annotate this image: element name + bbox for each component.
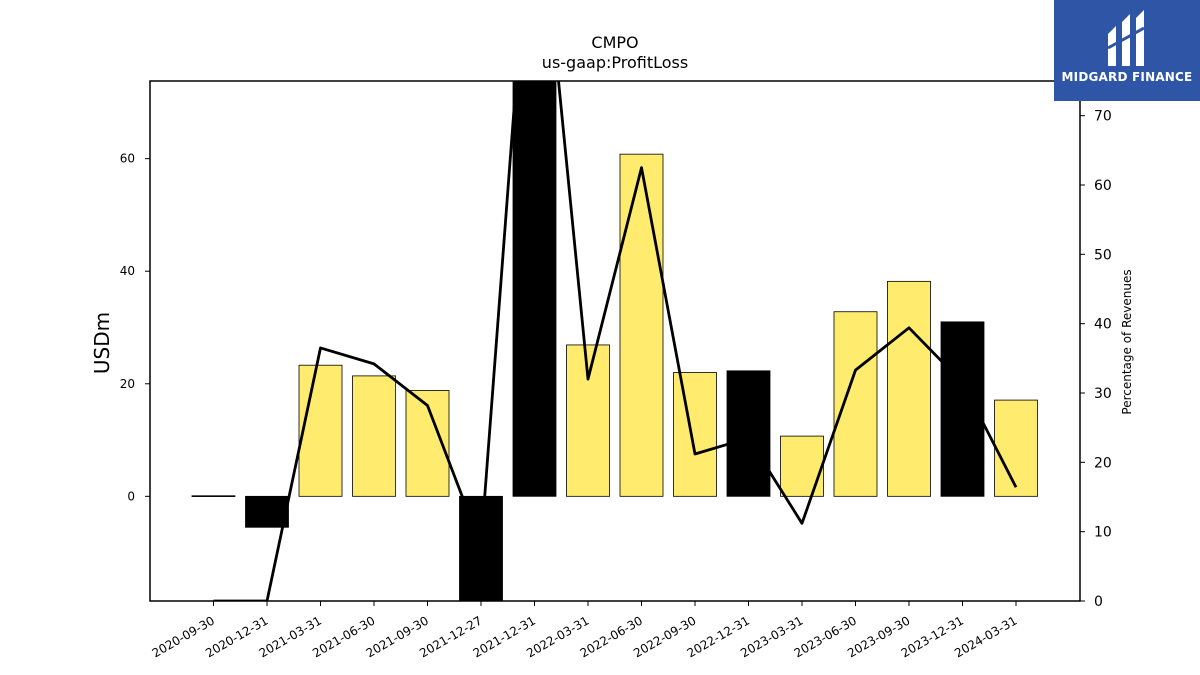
y-axis-label-right: Percentage of Revenues [1120,269,1134,414]
bar-2023-09-30 [887,280,931,497]
bar-2024-03-31 [994,399,1038,497]
chart-subtitle: us-gaap:ProfitLoss [542,53,688,72]
plot-frame [149,80,1081,602]
bars-layer [191,81,1038,601]
bar-2022-09-30 [673,372,717,497]
y-tick-label-left: 60 [120,152,135,166]
line-layer [213,81,1018,601]
y-tick-label-right: 10 [1094,525,1112,541]
bar-2022-12-31 [726,370,771,497]
bar-2021-03-31 [298,364,343,497]
x-axis: 2020-09-302020-12-312021-03-312021-06-30… [150,601,1020,660]
bar-2021-12-27 [459,495,503,601]
bar-2020-12-31 [245,495,289,528]
y-tick-label-right: 70 [1094,109,1112,125]
revenue-percentage-line [213,81,1018,601]
bar-2021-12-31 [512,81,557,497]
logo-icon [1107,10,1145,66]
y-axis-label-left: USDm [90,312,114,374]
y-tick-label-right: 20 [1094,455,1112,471]
y-tick-label-right: 0 [1094,594,1103,610]
logo-text: MIDGARD FINANCE [1061,70,1193,84]
y-axis-right: 0 10 20 30 40 50 60 70 [1080,109,1112,610]
bar-2022-06-30 [619,153,664,497]
y-tick-label-right: 30 [1094,386,1112,402]
y-tick-label-right: 60 [1094,178,1112,194]
y-tick-label-left: 20 [120,377,135,391]
y-tick-label-right: 40 [1094,317,1112,333]
chart-title: CMPO [591,33,638,52]
bar-2021-06-30 [352,375,396,497]
y-axis-left: 0 20 40 60 [120,152,150,503]
bar-2020-09-30 [191,495,236,497]
y-tick-label-left: 40 [120,264,135,278]
bar-2023-03-31 [780,435,824,497]
midgard-finance-logo: MIDGARD FINANCE [1054,0,1200,101]
y-tick-label-left: 0 [127,489,135,503]
bar-2023-06-30 [833,311,878,497]
y-tick-label-right: 50 [1094,247,1112,263]
